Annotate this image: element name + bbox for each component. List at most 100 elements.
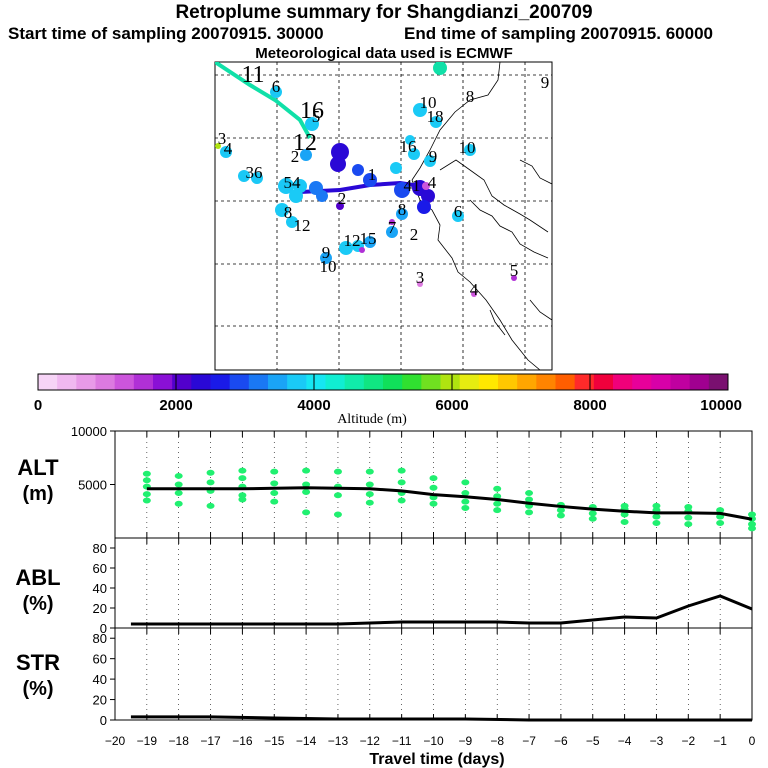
scatter-point [238,496,247,503]
y-tick-label: 80 [93,631,107,646]
map-dot [452,210,464,222]
colorbar-swatch [57,374,77,390]
colorbar-swatch [191,374,211,390]
map-graticule [215,62,552,370]
x-tick-label: −12 [360,734,381,748]
scatter-point [397,479,406,486]
map-dot [424,155,436,167]
colorbar-swatch [114,374,135,390]
map-dot [433,62,447,75]
scatter-point [652,502,661,509]
colorbar-swatch [229,374,250,390]
colorbar-swatch [306,374,326,390]
x-tick-label: 0 [749,734,756,748]
colorbar-swatch [325,374,346,390]
map-dot [286,216,298,228]
colorbar-swatch [76,374,96,390]
map-day-label: 1 [368,165,377,184]
str-panel-label: STR [16,650,60,675]
chart-title: Retroplume summary for Shangdianzi_20070… [175,2,593,23]
colorbar-swatch [383,374,403,390]
colorbar-swatch [498,374,518,390]
trajectory-line-green [215,62,312,139]
map-dot [430,116,442,128]
map-dot [417,200,431,214]
map-dot [278,178,294,194]
map-dot [396,208,408,220]
scatter-point [493,485,502,492]
colorbar-label: Altitude (m) [337,412,407,427]
scatter-point [174,490,183,497]
scatter-point [174,481,183,488]
map-dot [320,252,332,264]
map-dot [390,162,402,174]
colorbar-tick-labels: 0 2000 4000 6000 8000 10000 [34,374,742,414]
scatter-point [397,467,406,474]
colorbar-swatch [38,374,58,390]
map-day-label: 10 [459,138,476,157]
scatter-point [461,490,470,497]
scatter-point [429,475,438,482]
scatter-point [333,468,342,475]
map-day-label: 2 [410,225,419,244]
map-dot [270,86,282,98]
map-dot [417,281,423,287]
y-tick-label: 60 [93,652,107,667]
map-day-label: 18 [427,107,444,126]
colorbar-swatch [689,374,710,390]
map-day-label: 8 [466,87,475,106]
scatter-point [652,513,661,520]
map-day-label: 3 [218,129,227,148]
scatter-point [142,477,151,484]
map-coastlines [411,62,552,370]
map-dot [386,226,398,238]
y-tick-label: 80 [93,541,107,556]
scatter-point [397,497,406,504]
y-tick-label: 40 [93,672,107,687]
scatter-point [716,520,725,527]
x-tick-label: −8 [490,734,504,748]
colorbar-swatch [670,374,691,390]
map-day-label: 4 [224,139,233,158]
map-dot [300,149,312,161]
scatter-point [461,505,470,512]
x-tick-label: −15 [264,734,285,748]
map-dot [339,241,353,255]
x-tick-label: −17 [200,734,221,748]
colorbar-swatch [536,374,556,390]
str-panel-unit: (%) [22,678,53,700]
colorbar-swatch [363,374,384,390]
map-day-label: 9 [322,243,331,262]
colorbar-swatch [268,374,288,390]
scatter-point [588,515,597,522]
map-dot [413,103,427,117]
scatter-point [206,469,215,476]
colorbar-swatch [478,374,499,390]
map-day-label: 3 [416,268,425,287]
map-day-label: 16 [300,98,324,124]
scatter-point [684,503,693,510]
scatter-point [748,511,756,518]
map-dots [215,62,517,297]
y-tick-label: 0 [100,621,107,636]
abl-panel-label: ABL [15,565,60,590]
map-day-label: 15 [360,229,377,248]
map-dot [421,189,435,203]
met-data-label: Meteorological data used is ECMWF [255,45,513,62]
map-dot [464,144,476,156]
x-tick-label: −14 [296,734,317,748]
colorbar-swatch [555,374,576,390]
alt-panel-label: ALT [17,455,59,480]
map-day-label: 6 [272,77,281,96]
map-dot [275,203,289,217]
y-tick-label: 5000 [78,478,107,493]
colorbar-swatch [440,374,461,390]
summary-line [146,486,753,521]
colorbar-swatch [287,374,307,390]
map-dot [215,143,221,149]
scatter-point [238,492,247,499]
scatter-point [748,521,756,528]
